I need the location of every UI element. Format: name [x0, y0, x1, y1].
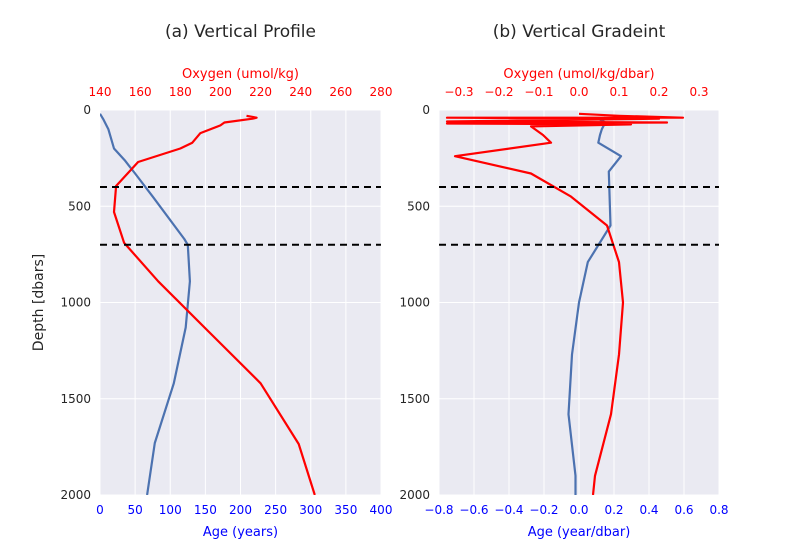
- x-bottom-tick-label: 350: [334, 503, 357, 517]
- y-axis-label: Depth [dbars]: [31, 254, 47, 351]
- x-top-tick-label: −0.3: [444, 85, 473, 99]
- x-top-tick-label: 160: [129, 85, 152, 99]
- x-bottom-tick-label: 0.0: [569, 503, 588, 517]
- x-bottom-tick-label: 250: [264, 503, 287, 517]
- x-bottom-tick-label: 200: [229, 503, 252, 517]
- x-bottom-tick-label: 400: [370, 503, 393, 517]
- y-tick-label: 2000: [60, 488, 91, 502]
- x-top-tick-label: 260: [329, 85, 352, 99]
- x-top-tick-label: 220: [249, 85, 272, 99]
- x-top-tick-label: 0.3: [689, 85, 708, 99]
- x-top-tick-label: 180: [169, 85, 192, 99]
- y-tick-label: 1500: [60, 392, 91, 406]
- x-bottom-tick-label: −0.8: [424, 503, 453, 517]
- x-bottom-tick-label: 0.6: [674, 503, 693, 517]
- x-top-tick-label: −0.1: [524, 85, 553, 99]
- oxygen-series-line: [112, 114, 316, 495]
- x-bottom-tick-label: 0.8: [709, 503, 728, 517]
- x-bottom-tick-label: 100: [159, 503, 182, 517]
- x-bottom-tick-label: −0.6: [459, 503, 488, 517]
- age-series-line: [100, 113, 191, 495]
- x-bottom-axis-label: Age (years): [203, 525, 278, 540]
- y-tick-label: 0: [422, 103, 430, 117]
- x-top-tick-label: 200: [209, 85, 232, 99]
- chart-title: (a) Vertical Profile: [165, 22, 316, 42]
- y-tick-label: 1000: [60, 296, 91, 310]
- y-tick-label: 500: [407, 199, 430, 213]
- x-top-tick-label: 0.2: [649, 85, 668, 99]
- y-tick-label: 1000: [399, 296, 430, 310]
- x-bottom-axis-label: Age (year/dbar): [528, 525, 631, 540]
- chart-title: (b) Vertical Gradeint: [493, 22, 666, 42]
- x-top-tick-label: 240: [289, 85, 312, 99]
- x-bottom-tick-label: 0: [96, 503, 104, 517]
- x-bottom-tick-label: 300: [299, 503, 322, 517]
- y-tick-label: 0: [83, 103, 91, 117]
- x-top-tick-label: −0.2: [484, 85, 513, 99]
- x-top-axis-label: Oxygen (umol/kg): [182, 67, 299, 82]
- x-bottom-tick-label: 50: [127, 503, 142, 517]
- y-tick-label: 500: [68, 199, 91, 213]
- x-bottom-tick-label: 0.2: [604, 503, 623, 517]
- x-top-tick-label: 0.1: [609, 85, 628, 99]
- x-top-tick-label: 140: [89, 85, 112, 99]
- y-tick-label: 2000: [399, 488, 430, 502]
- oxygen-series-line: [445, 112, 685, 495]
- x-bottom-tick-label: 0.4: [639, 503, 658, 517]
- x-bottom-tick-label: −0.4: [494, 503, 523, 517]
- x-top-tick-label: 280: [370, 85, 393, 99]
- x-top-tick-label: 0.0: [569, 85, 588, 99]
- x-bottom-tick-label: −0.2: [529, 503, 558, 517]
- x-top-axis-label: Oxygen (umol/kg/dbar): [503, 67, 654, 82]
- x-bottom-tick-label: 150: [194, 503, 217, 517]
- y-tick-label: 1500: [399, 392, 430, 406]
